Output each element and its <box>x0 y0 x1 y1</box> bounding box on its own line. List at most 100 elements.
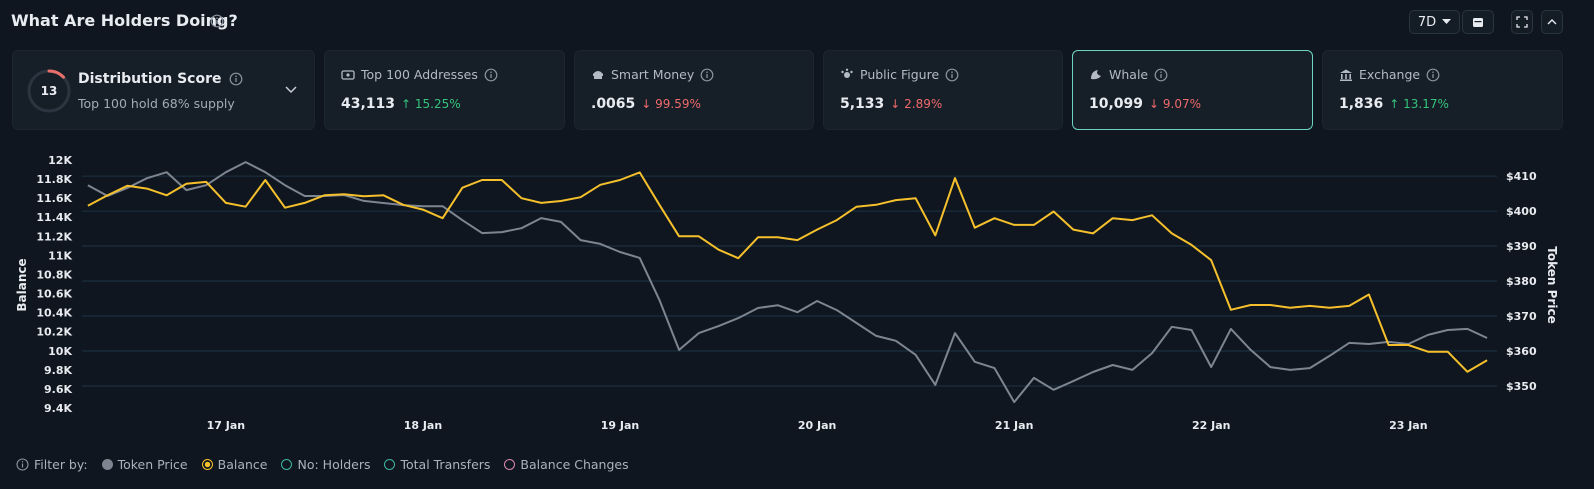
y-tick-label: 9.6K <box>44 383 72 396</box>
card-value-row: .0065 ↓ 99.59% <box>591 96 701 112</box>
filter-label-row: Filter by: <box>16 457 88 472</box>
card-label-row: Public Figure <box>840 67 959 82</box>
stat-card[interactable]: Smart Money .0065 ↓ 99.59% <box>574 50 814 130</box>
card-value: 43,113 <box>341 96 396 112</box>
distribution-subtitle: Top 100 hold 68% supply <box>78 96 235 111</box>
icon-part <box>844 71 850 78</box>
card-label-row: Smart Money <box>591 67 714 82</box>
icon-part <box>1432 70 1434 73</box>
card-label: Exchange <box>1359 67 1421 82</box>
info-icon[interactable] <box>945 68 959 82</box>
icon-part <box>1160 70 1162 73</box>
card-value-row: 43,113 ↑ 15.25% <box>341 96 461 112</box>
filter-legend: Filter by: Token Price Balance No: Holders… <box>16 457 629 472</box>
y2-tick-label: $380 <box>1506 275 1537 288</box>
calendar-button[interactable] <box>1462 10 1494 34</box>
stat-card[interactable]: Whale 10,099 ↓ 9.07% <box>1072 50 1313 130</box>
y-tick-label: 9.4K <box>44 402 72 415</box>
icon-part <box>706 70 709 73</box>
distribution-title: Distribution Score <box>78 71 222 87</box>
filter-option-label: No: Holders <box>297 457 371 472</box>
fullscreen-button[interactable] <box>1511 10 1533 34</box>
y-tick-label: 10.4K <box>36 307 72 320</box>
y-tick-label: 12K <box>48 154 72 167</box>
filter-label: Filter by: <box>34 457 88 472</box>
card-change: ↓ 2.89% <box>890 97 943 111</box>
y2-axis-label: Token Price <box>1545 246 1559 323</box>
y2-tick-label: $400 <box>1506 205 1537 218</box>
card-value: 1,836 <box>1339 96 1384 112</box>
card-icon <box>593 70 603 79</box>
icon-part <box>1426 68 1440 81</box>
y-tick-label: 11K <box>48 249 72 262</box>
filter-option[interactable]: Total Transfers <box>384 457 490 472</box>
y-tick-label: 9.8K <box>44 364 72 377</box>
y-axis-label: Balance <box>15 258 29 311</box>
distribution-card[interactable]: 13 Distribution Score Top 100 hold 68% s… <box>12 50 315 130</box>
icon-part <box>845 68 849 71</box>
stat-card[interactable]: Public Figure 5,133 ↓ 2.89% <box>823 50 1063 130</box>
icon-part <box>700 68 714 81</box>
stat-card[interactable]: Exchange 1,836 ↑ 13.17% <box>1322 50 1563 130</box>
filter-option[interactable]: Balance Changes <box>504 457 629 472</box>
legend-dot <box>201 459 213 470</box>
chevron[interactable] <box>285 86 297 94</box>
icon-part <box>1349 73 1351 79</box>
card-value-row: 1,836 ↑ 13.17% <box>1339 96 1449 112</box>
info-icon[interactable] <box>1426 68 1440 82</box>
icon-part <box>1340 79 1352 81</box>
series-line <box>87 161 1488 404</box>
card-label: Top 100 Addresses <box>361 67 478 82</box>
stat-card[interactable]: Top 100 Addresses 43,113 ↑ 15.25% <box>324 50 565 130</box>
legend-label: Balance <box>217 457 268 472</box>
caret <box>1442 19 1452 24</box>
legend-dot <box>101 459 113 470</box>
card-change: ↑ 13.17% <box>1389 97 1449 111</box>
score-ring: 13 <box>27 69 71 113</box>
icon-part <box>1341 73 1343 79</box>
icon-part <box>841 70 844 73</box>
y2-tick-label: $360 <box>1506 345 1537 358</box>
card-label-row: Top 100 Addresses <box>341 67 498 82</box>
info-icon <box>16 458 29 471</box>
legend-label: Token Price <box>117 457 188 472</box>
y-tick-label: 10.6K <box>36 288 72 301</box>
x-tick-label: 23 Jan <box>1389 419 1427 432</box>
info-icon[interactable] <box>1154 68 1168 82</box>
card-icon <box>1091 69 1101 79</box>
card-label: Smart Money <box>611 67 695 82</box>
card-label: Public Figure <box>860 67 940 82</box>
y-tick-label: 11.8K <box>36 173 72 186</box>
legend-item[interactable]: Balance <box>201 457 268 472</box>
card-icon <box>841 68 853 78</box>
score-value: 13 <box>41 84 58 98</box>
icon-part <box>1091 69 1101 79</box>
info-icon[interactable] <box>229 72 243 86</box>
legend-item[interactable]: Token Price <box>101 457 188 472</box>
card-label: Whale <box>1109 67 1149 82</box>
card-value-row: 5,133 ↓ 2.89% <box>840 96 942 112</box>
range-select[interactable]: 7D <box>1409 10 1460 34</box>
card-label-row: Whale <box>1089 67 1168 82</box>
icon-part <box>1154 68 1168 81</box>
filter-option[interactable]: No: Holders <box>281 457 370 472</box>
page-title: What Are Holders Doing? <box>11 11 238 30</box>
collapse-button[interactable] <box>1541 10 1563 34</box>
fullscreen-icon <box>1516 16 1528 28</box>
x-tick-label: 21 Jan <box>995 419 1033 432</box>
y2-tick-label: $390 <box>1506 240 1537 253</box>
x-tick-label: 18 Jan <box>404 419 442 432</box>
distribution-title-row: Distribution Score <box>78 71 243 87</box>
card-value: .0065 <box>591 96 636 112</box>
y-tick-label: 10K <box>48 345 72 358</box>
icon-part <box>594 75 602 79</box>
y-tick-label: 11.4K <box>36 211 72 224</box>
info-icon[interactable] <box>700 68 714 82</box>
info-icon[interactable] <box>210 14 224 28</box>
icon-part <box>1340 69 1352 73</box>
info-icon[interactable] <box>484 68 498 82</box>
card-value-row: 10,099 ↓ 9.07% <box>1089 96 1201 112</box>
x-tick-label: 17 Jan <box>207 419 245 432</box>
card-change: ↓ 99.59% <box>641 97 701 111</box>
